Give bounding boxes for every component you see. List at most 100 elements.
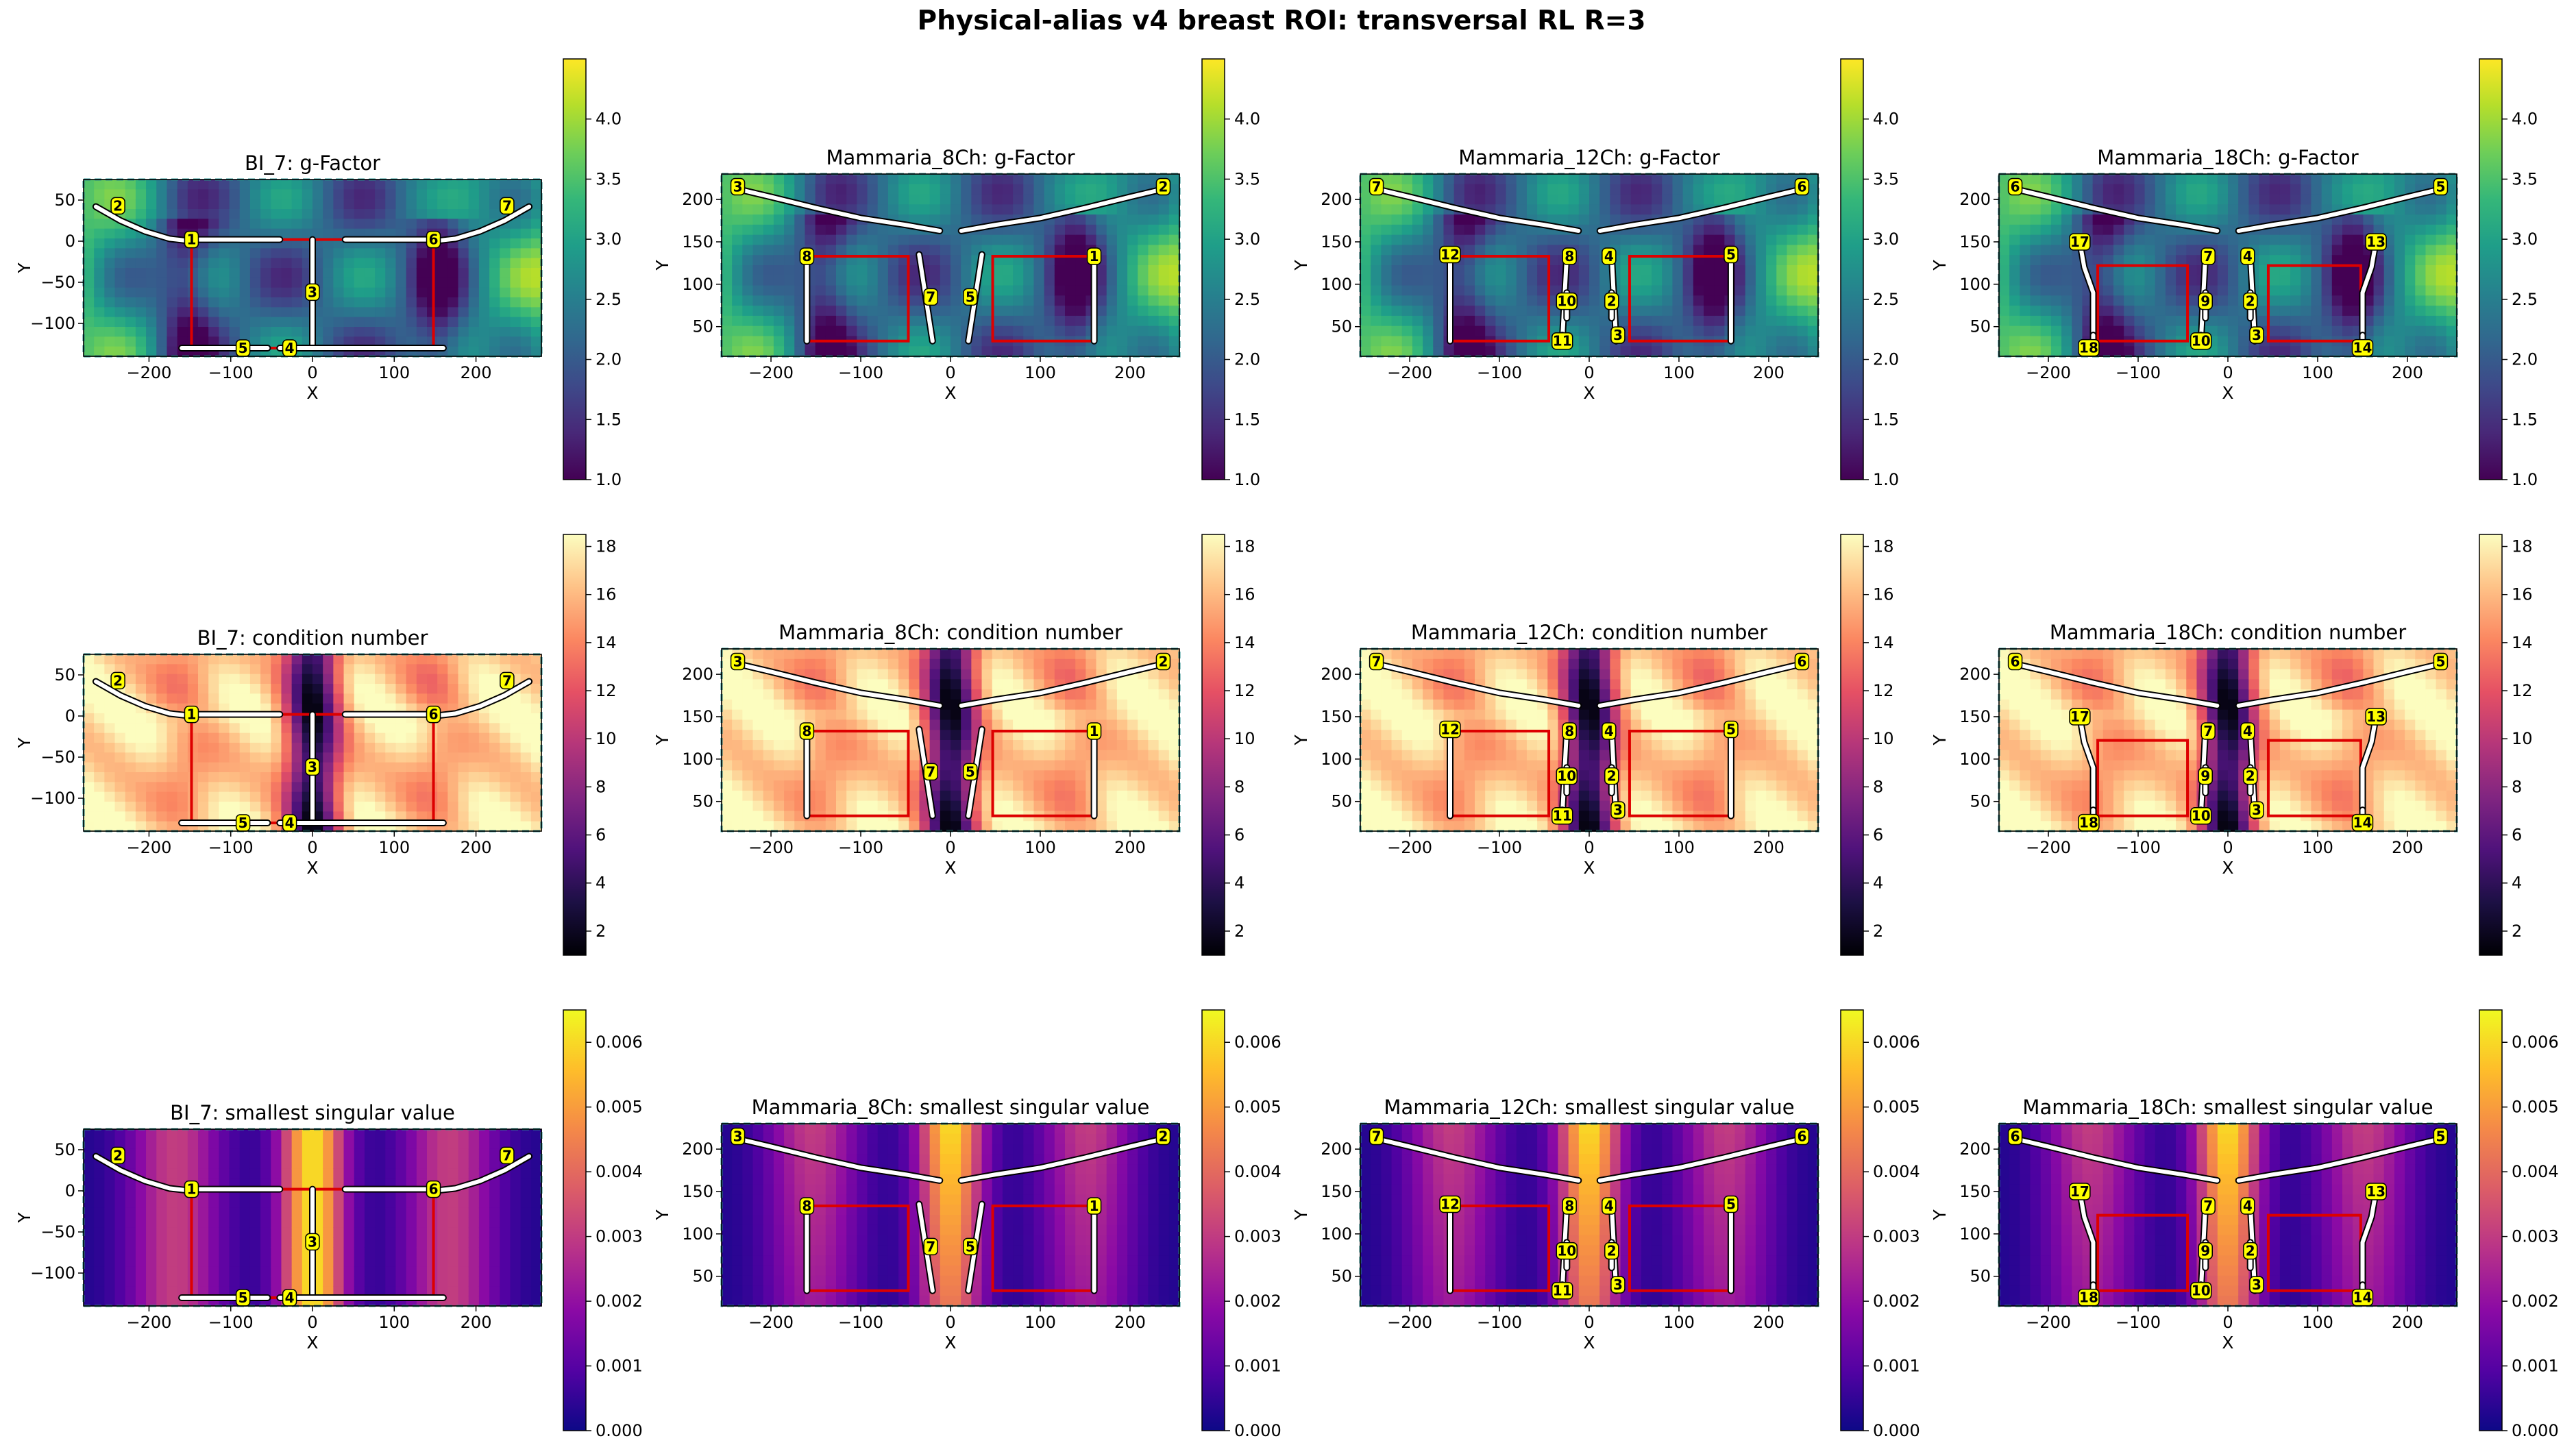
coil-label-bg [2007,1127,2023,1146]
y-axis-label: Y [1930,1209,1950,1221]
colorbar-tick-label: 0.001 [1873,1357,1920,1376]
colorbar [1201,58,1225,480]
coil-element-fill [93,1154,194,1193]
y-axis-label: Y [14,737,34,749]
colorbar-tick-label: 0.004 [2512,1162,2559,1181]
x-axis-label: X [1583,1333,1595,1353]
panel-Mammaria_12Ch-gfactor: 7 6 12 5 8 10 11 4 2 3 Mammaria_12Ch: g-Factor −200… [1291,58,1899,489]
panel-Mammaria_18Ch-cond: 6 5 17 13 18 14 7 9 10 4 2 3 Mammaria_18Ch: conditio… [1930,534,2533,956]
colorbar-tick-label: 0.005 [1873,1098,1920,1117]
coil-label: 17 [2070,1183,2089,1200]
colorbar-tick-label: 18 [596,537,617,556]
colorbar-tick-label: 0.001 [2512,1357,2559,1376]
coil-element-fill [2360,1189,2379,1293]
colorbar-tick-label: 14 [1873,633,1894,652]
colorbar-tick-label: 0.002 [1234,1292,1282,1311]
y-tick-label: 200 [682,665,713,684]
coil-label: 4 [2243,723,2253,739]
coil-element-fill [959,661,1168,708]
coil-element-fill [1371,186,1581,233]
coil-label: 13 [2366,1183,2386,1200]
colorbar-tick-label: 4.0 [596,110,622,129]
x-tick-label: 200 [1114,363,1146,382]
x-tick-label: −100 [2116,363,2161,382]
x-tick-label: 200 [2392,363,2423,382]
coil-label-bg [426,1180,441,1198]
coil-label-bg [1551,1281,1573,1300]
panel-title: Mammaria_18Ch: smallest singular value [2022,1096,2433,1119]
y-tick-label: 50 [1970,317,1991,336]
x-tick-label: 200 [461,363,492,382]
colorbar-tick-label: 3.0 [1873,230,1899,249]
coil-label-bg [1604,1242,1619,1260]
coil-label-bg [2240,1197,2255,1215]
colorbar-tick-label: 0.004 [596,1162,643,1181]
coil-element-fill [2360,240,2379,343]
coil-element-fill [1371,661,1581,708]
y-tick-label: 150 [682,232,713,251]
coil-label: 6 [1797,179,1806,195]
colorbar-tick-label: 16 [1234,585,1255,604]
coil-label: 13 [2366,234,2386,250]
x-tick-label: 0 [945,363,955,382]
coil-label: 1 [1090,723,1099,739]
colorbar-tick-label: 2.0 [1234,350,1260,369]
x-axis-label: X [2222,383,2233,403]
coil-label-bg [963,288,978,306]
x-tick-label: −200 [126,1313,171,1332]
panel-title: Mammaria_18Ch: condition number [2050,621,2406,644]
coil-label: 6 [2011,1128,2020,1145]
y-tick-label: 50 [692,792,713,811]
y-tick-label: 100 [682,1224,713,1244]
coil-label-bg [2198,1242,2214,1260]
coil-label: 4 [285,340,295,356]
coil-label: 5 [966,763,975,780]
colorbar-tick-label: 0.005 [596,1098,643,1117]
coil-label: 2 [1607,768,1617,785]
coil-label: 5 [1726,721,1736,738]
coil-label: 8 [802,1198,811,1214]
colorbar-tick-label: 0.006 [1873,1033,1920,1052]
colorbar [563,534,587,956]
colorbar-tick-label: 2 [2512,922,2522,941]
colorbar-tick-label: 3.0 [596,230,622,249]
coil-label-bg [1794,1127,1810,1146]
x-tick-label: 0 [945,838,955,857]
coil-label-bg [923,288,938,306]
coil-label-bg [1556,292,1578,310]
coil-label: 2 [1607,1243,1617,1259]
x-tick-label: 100 [1025,838,1056,857]
y-tick-label: 100 [1959,275,1991,294]
coil-label: 3 [2252,1276,2261,1293]
coil-label: 2 [1158,179,1168,195]
colorbar-tick-label: 10 [596,729,617,748]
coil-label-bg [1369,652,1384,671]
x-tick-label: 100 [1663,363,1695,382]
colorbar-tick-label: 4 [596,874,606,893]
coil-label-bg [1602,722,1617,740]
x-tick-label: 200 [1753,838,1785,857]
y-tick-label: 150 [1321,232,1352,251]
coil-label-bg [2365,708,2387,726]
coil-label-bg [799,722,815,740]
coil-element-fill [1597,661,1807,708]
panel-title: Mammaria_12Ch: smallest singular value [1384,1096,1794,1119]
coil-label: 4 [1604,1198,1614,1214]
colorbar-tick-label: 0.006 [1234,1033,1282,1052]
colorbar-tick-label: 16 [2512,585,2533,604]
coil-label-bg [110,671,125,690]
coil-label-bg [1155,177,1171,196]
x-tick-label: −200 [126,363,171,382]
y-tick-label: 200 [1321,665,1352,684]
x-axis-label: X [306,383,318,403]
y-tick-label: 150 [1321,707,1352,726]
panel-title: Mammaria_8Ch: condition number [778,621,1123,644]
coil-label: 4 [1604,723,1614,739]
coil-label: 2 [113,1147,123,1163]
colorbar-tick-label: 10 [1873,729,1894,748]
coil-label-bg [1610,801,1626,819]
coil-label: 4 [285,815,295,831]
coil-label: 6 [2011,179,2020,195]
coil-label: 5 [238,1290,248,1306]
